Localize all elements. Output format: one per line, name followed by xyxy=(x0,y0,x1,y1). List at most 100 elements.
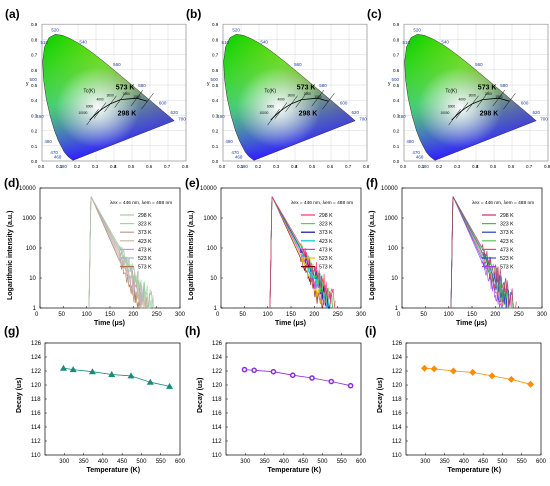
y-tick-label: 1 xyxy=(395,306,399,312)
plot-frame xyxy=(225,342,362,456)
x-tick-label: 550 xyxy=(517,459,528,465)
hot-temp-label: 573 K xyxy=(297,85,316,92)
legend-label: 473 K xyxy=(138,247,152,253)
y-tick-label: 0.7 xyxy=(393,53,400,58)
wavelength-label: 700 xyxy=(359,117,367,122)
y-tick-label: 0.9 xyxy=(212,22,219,27)
y-tick-label: 0.8 xyxy=(212,37,219,42)
x-tick-label: 300 xyxy=(420,459,431,465)
x-tick-label: 0.5 xyxy=(490,164,497,169)
x-tick-label: 0.0 xyxy=(400,164,407,169)
wavelength-label: 520 xyxy=(232,27,240,32)
x-tick-label: 500 xyxy=(317,459,328,465)
legend-label: 298 K xyxy=(319,213,333,219)
wavelength-label: 580 xyxy=(138,83,146,88)
x-tick-label: 0.3 xyxy=(454,164,461,169)
y-tick-label: 124 xyxy=(392,355,403,361)
isotherm-line xyxy=(267,109,280,126)
isotherm-line xyxy=(104,95,117,112)
x-tick-label: 200 xyxy=(309,312,320,318)
plot-frame xyxy=(41,23,187,162)
excitation-annotation: λex = 446 nm, λem = 488 nm xyxy=(291,200,353,206)
decay-trend-panel: (h) 300 350 400 450 500 550 600 110 112 114 116 118 1… xyxy=(185,324,367,474)
data-point-marker xyxy=(88,368,96,375)
wavelength-label: 460 xyxy=(235,154,243,159)
isotherm-line xyxy=(455,102,469,119)
y-tick-label: 0.6 xyxy=(393,68,400,73)
cct-label: 1500 xyxy=(314,95,321,99)
plot-frame xyxy=(44,342,181,456)
cct-label: 10000 xyxy=(441,111,450,115)
legend-label: 573 K xyxy=(319,265,333,271)
cct-label: 10000 xyxy=(79,111,88,115)
cct-label: 6000 xyxy=(267,105,274,109)
room-temp-label: 298 K xyxy=(480,110,499,117)
isotherm-line xyxy=(114,91,127,108)
x-tick-label: 0.6 xyxy=(508,164,515,169)
y-tick-label: 0.2 xyxy=(31,129,38,134)
x-tick-label: 300 xyxy=(175,312,186,318)
trend-line xyxy=(63,367,170,387)
x-tick-label: 300 xyxy=(356,312,367,318)
x-tick-label: 0.4 xyxy=(291,164,298,169)
isotherm-line xyxy=(93,102,107,119)
isotherm-line xyxy=(311,90,325,107)
y-tick-label: 0.0 xyxy=(212,159,219,164)
data-point-marker-center xyxy=(330,380,333,383)
decay-curve-panel: (f) 0 50 100 150 200 250 300 1 10 100 1000 10000 Time… xyxy=(366,176,548,327)
wavelength-label: 560 xyxy=(475,62,483,67)
cct-label: 4000 xyxy=(277,98,284,102)
x-tick-label: 150 xyxy=(105,312,116,318)
wavelength-label: 380 xyxy=(240,164,248,169)
x-axis-label: Temperature (K) xyxy=(448,467,502,474)
y-tick-label: 112 xyxy=(392,439,402,445)
wavelength-label: 380 xyxy=(421,164,429,169)
wavelength-label: 600 xyxy=(521,100,529,105)
y-tick-label: 1000 xyxy=(203,216,217,222)
decay-curve-panel: (e) 0 50 100 150 200 250 300 1 10 100 1000 10000 Time… xyxy=(185,176,367,327)
trend-line xyxy=(244,369,351,387)
data-point-marker-center xyxy=(310,376,314,380)
x-tick-label: 300 xyxy=(240,459,251,465)
cct-label: 1500 xyxy=(495,95,502,99)
y-tick-label: 0.4 xyxy=(31,98,38,103)
data-point-marker-center xyxy=(349,384,352,387)
x-tick-label: 0.5 xyxy=(128,164,135,169)
y-tick-label: 0.5 xyxy=(212,83,219,88)
y-tick-label: 126 xyxy=(212,341,223,347)
y-tick-label: 112 xyxy=(31,439,41,445)
x-tick-label: 0.3 xyxy=(273,164,280,169)
cct-label: 10000 xyxy=(260,111,269,115)
y-tick-label: 0.4 xyxy=(212,98,219,103)
y-tick-label: 122 xyxy=(31,369,42,375)
wavelength-label: 540 xyxy=(79,39,87,44)
y-tick-label: 100 xyxy=(26,246,37,252)
panel-label: (c) xyxy=(367,7,382,21)
panel-label: (h) xyxy=(185,324,200,338)
cie-panel: (a)3804604704804905005105205405605806006… xyxy=(5,7,189,170)
excitation-annotation: λex = 446 nm, λem = 488 nm xyxy=(110,200,172,206)
y-axis-label: Decay (us) xyxy=(16,378,23,413)
y-tick-label: 110 xyxy=(212,453,222,459)
wavelength-label: 480 xyxy=(406,139,414,144)
y-tick-label: 0.1 xyxy=(212,144,219,149)
y-tick-label: 0.7 xyxy=(31,53,38,58)
x-tick-label: 300 xyxy=(59,459,70,465)
legend-label: 573 K xyxy=(138,265,152,271)
y-tick-label: 126 xyxy=(392,341,403,347)
decay-curve-panel: (d) 0 50 100 150 200 250 300 1 10 100 1000 10000 Time… xyxy=(4,176,186,327)
y-tick-label: 110 xyxy=(31,453,41,459)
decay-series-line xyxy=(88,196,141,309)
panel-label: (e) xyxy=(185,176,200,190)
x-tick-label: 0.0 xyxy=(38,164,45,169)
plot-frame xyxy=(405,342,542,456)
x-tick-label: 0.5 xyxy=(309,164,316,169)
legend-label: 473 K xyxy=(500,247,514,253)
legend-label: 298 K xyxy=(500,213,514,219)
plot-frame xyxy=(220,187,362,309)
legend-label: 523 K xyxy=(319,256,333,262)
panel-label: (i) xyxy=(365,324,376,338)
x-axis-label: Temperature (K) xyxy=(87,467,141,474)
x-tick-label: 100 xyxy=(444,312,455,318)
